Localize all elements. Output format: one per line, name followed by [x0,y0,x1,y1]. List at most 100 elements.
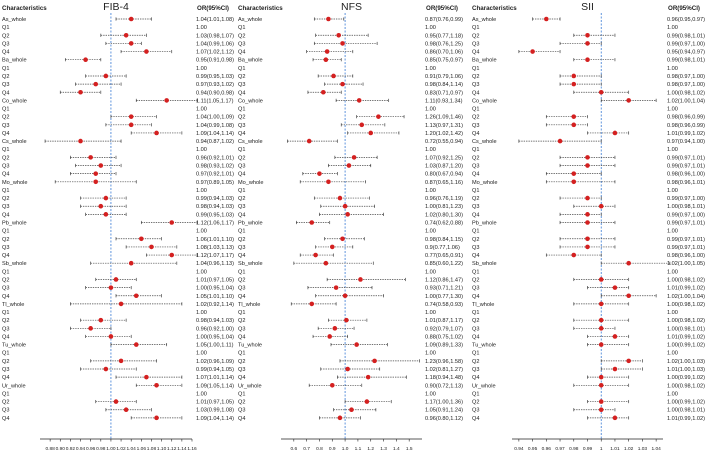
row-or-value: 1.03(0.99,1.08) [196,408,234,414]
row-label: Mo_whole [2,180,28,186]
row-label: Mo_whole [238,180,264,186]
row-or-value: 0.95(0.77,1.18) [425,33,463,39]
row-label: Q1 [238,391,245,397]
x-tick-label: 1.08 [147,446,157,452]
row-or-value: 0.97(0.94,1.00) [667,139,705,145]
row-or-value: 1.11(1.05,1.17) [196,98,234,104]
row-label: Q2 [2,115,9,121]
row-label: Q2 [238,33,245,39]
estimate-point [128,260,134,266]
row-label: Q1 [2,229,9,235]
estimate-point [118,358,124,364]
row-or-value: 0.98(0.96,1.00) [667,172,705,178]
estimate-point [103,73,109,79]
estimate-point [598,89,604,95]
row-or-value: 1.02(1.00,1.03) [667,359,705,365]
estimate-point [356,98,362,103]
row-label: Q4 [472,375,479,381]
estimate-point [342,293,348,299]
row-or-value: 0.98(0.94,1.03) [196,318,234,324]
estimate-point [78,89,83,95]
estimate-point [557,138,563,144]
row-or-value: 1.00 [196,147,207,153]
x-tick-label: 0.6 [290,446,297,452]
row-or-value: 0.86(0.70,1.06) [425,50,463,56]
estimate-point [571,122,577,128]
row-or-value: 1.00(0.98,1.01) [667,408,705,414]
row-label: Q2 [238,115,245,121]
row-label: Q3 [2,286,9,292]
row-or-value: 1.09(1.05,1.14) [196,383,234,389]
row-or-value: 0.91(0.79,1.06) [425,74,463,80]
estimate-point [88,155,93,160]
estimate-point [324,49,330,54]
row-label: Q4 [238,90,245,96]
row-or-value: 1.00 [425,25,436,31]
row-label: As_whole [2,17,26,23]
estimate-point [313,252,318,258]
row-label: Q3 [2,326,9,332]
estimate-point [154,383,159,388]
row-label: As_whole [238,17,262,23]
row-label: Q1 [472,107,479,113]
row-or-value: 0.98(0.96,1.01) [667,180,705,186]
estimate-point [585,155,590,160]
row-or-value: 1.00(0.98,1.02) [667,318,705,324]
row-label: Q3 [238,164,245,170]
estimate-point [98,317,104,323]
row-or-value: 1.04(0.96,1.13) [196,261,234,267]
row-or-value: 0.97(0.89,1.05) [196,180,234,186]
x-tick-label: 1.02 [116,446,126,452]
estimate-point [349,407,354,413]
estimate-point [585,163,590,168]
estimate-point [326,179,331,185]
row-label: Q4 [2,294,9,300]
estimate-point [612,130,618,136]
estimate-point [103,212,109,217]
estimate-point [585,236,590,242]
estimate-point [354,342,359,347]
row-or-value: 1.06(1.01,1.10) [196,237,234,243]
row-or-value: 1.05(1.00,1.11) [196,343,234,349]
row-label: Q4 [2,334,9,340]
row-label: Q2 [472,277,479,283]
row-label: Q3 [472,245,479,251]
estimate-point [332,326,338,331]
row-or-value: 0.9(0.77,1.06) [425,245,460,251]
estimate-point [128,41,134,46]
estimate-point [88,326,93,331]
column-header-characteristics: Characteristics [472,5,517,12]
row-or-value: 1.00(0.98,1.01) [667,204,705,210]
row-label: Q4 [2,212,9,218]
x-tick-label: 0.97 [555,446,565,452]
row-or-value: 1.00 [425,391,436,397]
estimate-point [585,57,590,62]
estimate-point [321,89,326,95]
row-or-value: 0.98(0.97,1.00) [667,82,705,88]
row-label: Q2 [472,115,479,121]
estimate-point [154,130,159,136]
estimate-point [133,342,139,347]
row-or-value: 0.74(0.58,0.93) [425,302,463,308]
row-or-value: 1.02(1.00,1.05) [667,261,705,267]
row-or-value: 0.88(0.75,1.02) [425,334,463,340]
x-tick-label: 0.98 [569,446,579,452]
row-or-value: 1.07(0.92,1.25) [425,155,463,161]
row-label: Q2 [238,196,245,202]
row-label: Ur_whole [472,383,496,389]
row-label: Q1 [472,310,479,316]
row-label: Co_whole [2,98,27,104]
row-or-value: 1.00 [196,107,207,113]
x-tick-label: 1.0 [342,446,349,452]
estimate-point [585,212,590,217]
row-label: Ba_whole [2,58,27,64]
row-or-value: 0.72(0.55,0.94) [425,139,463,145]
row-label: Q1 [472,25,479,31]
row-or-value: 1.00 [196,391,207,397]
estimate-point [598,374,604,380]
estimate-point [571,179,577,185]
row-label: Q4 [238,50,245,56]
estimate-point [598,383,604,388]
x-tick-label: 0.96 [86,446,96,452]
